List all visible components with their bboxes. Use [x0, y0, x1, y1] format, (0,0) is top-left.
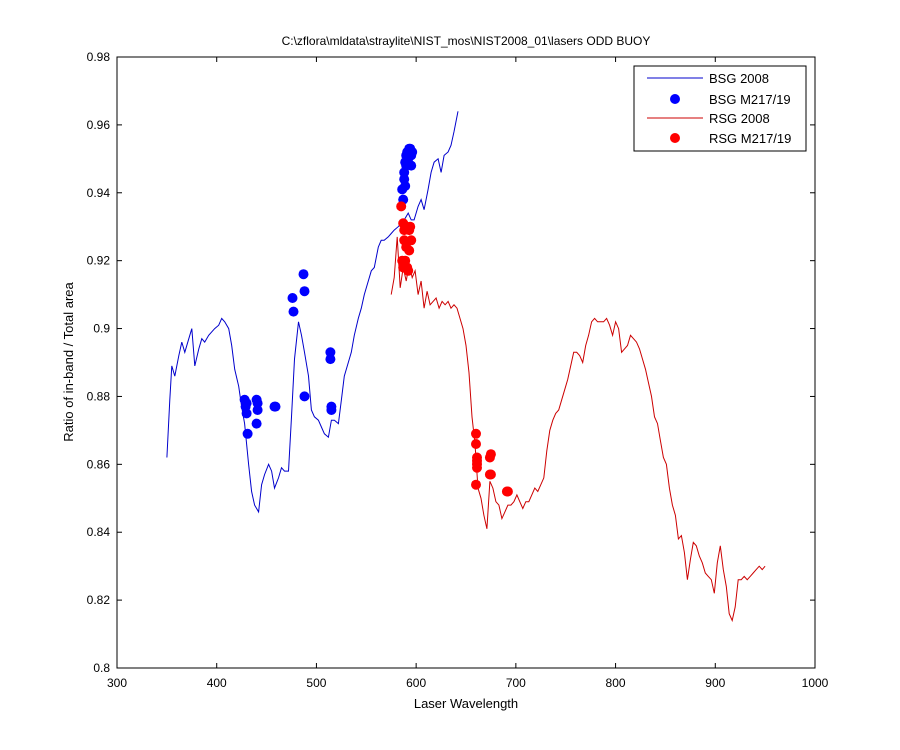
y-tick-label: 0.82 [87, 593, 111, 607]
y-tick-label: 0.86 [87, 457, 111, 471]
data-point-bsg-m217-19 [251, 418, 262, 429]
data-point-rsg-m217-19 [471, 439, 481, 449]
x-axis-label: Laser Wavelength [414, 696, 518, 711]
x-tick-label: 400 [207, 676, 227, 690]
y-tick-label: 0.9 [93, 322, 110, 336]
series-line-bsg-2008 [166, 111, 459, 514]
y-tick-label: 0.84 [87, 525, 111, 539]
data-point-rsg-m217-19 [471, 479, 481, 490]
data-point-rsg-m217-19 [404, 245, 415, 256]
legend-label-bsg-2008: BSG 2008 [709, 71, 769, 86]
legend-box [633, 65, 807, 152]
axes: 300 400 500 600 700 800 900 1000 0.8 0.82 0.84 0.86… [87, 50, 829, 690]
data-point-rsg-m217-19 [502, 486, 513, 497]
x-tick-label: 600 [406, 676, 426, 690]
data-point-rsg-m217-19 [471, 428, 481, 439]
legend-label-rsg-2008: RSG 2008 [709, 111, 770, 126]
data-point-bsg-m217-19 [241, 398, 252, 409]
x-tick-label: 700 [506, 676, 526, 690]
data-point-rsg-m217-19 [403, 265, 414, 276]
data-point-rsg-m217-19 [485, 469, 496, 480]
legend-label-bsg-m217: BSG M217/19 [709, 92, 791, 107]
plot-area [116, 56, 816, 669]
y-tick-label: 0.98 [87, 50, 111, 64]
x-tick-label: 300 [107, 676, 127, 690]
data-point-bsg-m217-19 [326, 405, 337, 415]
y-axis-label: Ratio of in-band / Total area [61, 282, 76, 442]
legend-label-rsg-m217: RSG M217/19 [709, 131, 791, 146]
x-tick-label: 1000 [802, 676, 829, 690]
data-point-rsg-m217-19 [485, 449, 496, 460]
legend: BSG 2008 BSG M217/19 RSG 2008 RSG M217/1… [633, 65, 807, 152]
y-tick-label: 0.96 [87, 118, 111, 132]
legend-swatch-rsg-m217 [670, 133, 680, 143]
data-point-bsg-m217-19 [406, 160, 417, 171]
x-tick-label: 500 [306, 676, 326, 690]
data-point-bsg-m217-19 [299, 286, 310, 297]
data-point-bsg-m217-19 [241, 408, 252, 419]
x-tick-label: 800 [606, 676, 626, 690]
data-point-rsg-m217-19 [406, 235, 417, 246]
y-tick-label: 0.88 [87, 389, 111, 403]
data-point-bsg-m217-19 [270, 401, 281, 412]
legend-swatch-bsg-m217 [670, 94, 680, 104]
data-point-rsg-m217-19 [405, 221, 416, 232]
data-point-rsg-m217-19 [396, 201, 407, 212]
data-point-bsg-m217-19 [287, 293, 298, 303]
data-point-bsg-m217-19 [325, 354, 336, 365]
data-point-bsg-m217-19 [288, 306, 299, 317]
series-layer [166, 111, 766, 623]
data-point-rsg-m217-19 [472, 462, 482, 473]
y-tick-label: 0.94 [87, 186, 111, 200]
data-point-bsg-m217-19 [407, 147, 418, 157]
y-tick-label: 0.8 [93, 661, 110, 675]
data-point-bsg-m217-19 [242, 428, 253, 439]
data-point-bsg-m217-19 [252, 398, 263, 409]
data-point-bsg-m217-19 [298, 269, 309, 280]
chart-title: C:\zflora\mldata\straylite\NIST_mos\NIST… [282, 34, 651, 48]
y-tick-label: 0.92 [87, 254, 111, 268]
data-point-bsg-m217-19 [400, 181, 411, 191]
x-tick-label: 900 [705, 676, 725, 690]
data-point-bsg-m217-19 [299, 391, 310, 402]
series-line-rsg-2008 [390, 236, 766, 623]
